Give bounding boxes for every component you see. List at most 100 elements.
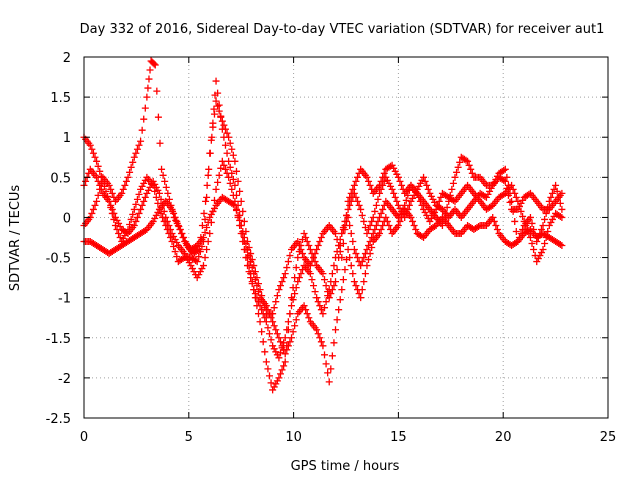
data-point — [297, 270, 305, 278]
data-point — [113, 225, 121, 233]
data-point — [333, 316, 341, 324]
data-point — [277, 370, 284, 378]
data-point — [558, 213, 566, 221]
data-point — [217, 164, 225, 172]
data-point — [253, 274, 261, 282]
data-point — [234, 201, 242, 209]
data-point — [325, 378, 333, 386]
data-point — [151, 187, 159, 195]
data-point — [429, 195, 437, 203]
data-point — [467, 165, 475, 173]
data-point — [308, 276, 316, 284]
data-point — [311, 288, 319, 296]
data-point — [269, 342, 277, 350]
data-point — [424, 185, 432, 193]
data-point — [132, 149, 140, 157]
data-point — [484, 190, 492, 198]
data-point — [352, 177, 360, 185]
data-point — [413, 185, 421, 193]
data-point — [451, 173, 459, 181]
y-tick-label: -2 — [58, 372, 71, 387]
data-point — [195, 253, 203, 261]
data-point — [270, 322, 278, 330]
data-point — [291, 322, 299, 330]
data-point — [223, 149, 231, 157]
data-point — [201, 254, 209, 262]
data-point — [305, 314, 313, 322]
data-point — [548, 189, 556, 197]
data-point — [328, 352, 336, 360]
data-point — [306, 246, 314, 254]
data-point — [204, 218, 212, 226]
data-point — [220, 133, 228, 141]
data-point — [324, 369, 332, 377]
data-point — [141, 176, 149, 184]
data-point — [259, 298, 267, 306]
data-point — [365, 177, 373, 185]
data-point — [541, 240, 549, 248]
data-point — [278, 278, 286, 286]
data-point — [96, 185, 104, 193]
data-point — [363, 229, 371, 237]
data-point — [159, 213, 167, 221]
data-point — [508, 197, 516, 205]
data-point — [281, 334, 289, 342]
data-point — [155, 205, 163, 213]
data-point — [344, 205, 352, 213]
data-point — [421, 177, 429, 185]
series-track-4 — [80, 57, 566, 394]
data-point — [215, 101, 223, 109]
data-point — [196, 268, 204, 276]
data-point — [412, 188, 420, 196]
series-track-3 — [80, 97, 566, 318]
data-point — [207, 210, 215, 218]
data-point — [552, 181, 560, 189]
data-point — [407, 213, 415, 221]
data-point — [160, 217, 168, 225]
data-point — [89, 205, 97, 213]
data-point — [545, 197, 553, 205]
data-point — [277, 282, 284, 290]
x-tick-label: 25 — [600, 430, 617, 445]
data-point — [530, 225, 538, 233]
data-point — [199, 262, 207, 270]
data-point — [122, 177, 130, 185]
data-point — [229, 151, 237, 159]
data-point — [376, 213, 384, 221]
data-point — [291, 290, 299, 298]
data-point — [391, 167, 399, 175]
data-point — [195, 246, 203, 254]
series-track-2 — [80, 193, 566, 386]
data-point — [286, 338, 294, 346]
data-point — [97, 179, 105, 187]
data-point — [105, 181, 113, 189]
data-point — [209, 207, 217, 215]
data-point — [354, 197, 362, 205]
data-point — [178, 229, 186, 237]
data-point — [423, 181, 431, 189]
data-point — [431, 198, 439, 206]
x-tick-label: 20 — [495, 430, 512, 445]
data-point — [164, 189, 172, 197]
data-point — [544, 203, 552, 211]
data-point — [129, 158, 137, 166]
data-point — [438, 221, 446, 229]
data-point — [272, 348, 280, 356]
data-point — [363, 173, 371, 181]
data-point — [426, 217, 434, 225]
data-point — [548, 215, 556, 223]
data-point — [330, 282, 338, 290]
data-point — [115, 229, 123, 237]
data-point — [503, 173, 511, 181]
y-tick-label: 1.5 — [50, 91, 71, 106]
data-point — [214, 89, 222, 97]
data-point — [533, 258, 541, 266]
data-point — [536, 229, 544, 237]
data-point — [445, 197, 453, 205]
data-point — [261, 314, 269, 322]
data-point — [363, 262, 371, 270]
data-point — [314, 330, 322, 338]
data-point — [347, 262, 355, 270]
data-point — [130, 153, 138, 161]
